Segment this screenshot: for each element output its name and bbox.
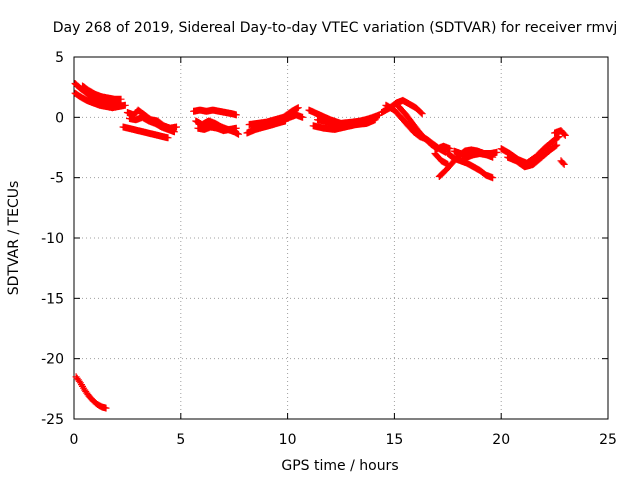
y-tick-label: 0: [55, 110, 64, 126]
data-point-markers: [245, 104, 302, 129]
data-segment: [450, 147, 497, 161]
y-axis-ticks: 5 0 -5 -10 -15 -20 -25: [41, 50, 608, 428]
x-axis-label: GPS time / hours: [281, 458, 398, 474]
x-tick-label: 15: [385, 432, 403, 448]
data-segment: [71, 80, 123, 108]
y-tick-label: -10: [41, 231, 64, 247]
data-point-markers: [444, 150, 497, 182]
data-point-markers: [119, 123, 172, 142]
data-point-markers: [431, 150, 452, 168]
data-point-markers: [450, 147, 497, 161]
data-point-markers: [71, 80, 123, 108]
data-point-markers: [126, 113, 178, 136]
data-point-markers: [71, 89, 129, 112]
data-segment: [395, 103, 454, 153]
x-tick-label: 20: [492, 432, 510, 448]
data-segment: [504, 141, 561, 171]
plot-frame: [73, 56, 609, 420]
data-point-markers: [79, 82, 125, 103]
data-segment: [247, 117, 289, 133]
y-tick-label: -15: [41, 291, 64, 307]
data-point-markers: [194, 123, 240, 135]
x-tick-label: 25: [599, 432, 617, 448]
data-point-markers: [247, 117, 289, 133]
x-tick-label: 0: [70, 432, 79, 448]
y-axis-label: SDTVAR / TECUs: [6, 181, 22, 296]
data-segment: [245, 104, 302, 129]
data-segment: [126, 113, 178, 136]
data-point-markers: [551, 127, 569, 139]
data-point-markers: [557, 157, 568, 168]
y-tick-label: 5: [55, 50, 64, 66]
data-segment: [431, 150, 452, 168]
data-segment: [72, 373, 110, 412]
data-segment: [551, 127, 569, 139]
data-point-markers: [395, 103, 454, 153]
data-point-markers: [190, 106, 240, 119]
data-segment: [71, 89, 129, 112]
data-segment: [557, 157, 568, 168]
data-segment: [79, 82, 125, 103]
y-tick-label: -20: [41, 352, 64, 368]
data-point-markers: [72, 373, 110, 412]
data-segment: [314, 115, 375, 129]
x-tick-label: 10: [279, 432, 297, 448]
y-tick-label: -25: [41, 412, 64, 428]
data-segment: [194, 123, 240, 135]
data-point-markers: [314, 115, 375, 129]
grid: [74, 57, 608, 419]
x-tick-label: 5: [176, 432, 185, 448]
data-segment: [444, 150, 497, 182]
data-segment: [119, 123, 172, 142]
data-point-markers: [504, 141, 561, 171]
data-points: [71, 80, 569, 412]
x-axis-ticks: 0 5 10 15 20 25: [70, 57, 617, 448]
data-segment: [190, 106, 240, 119]
y-tick-label: -5: [50, 171, 64, 187]
chart-title: Day 268 of 2019, Sidereal Day-to-day VTE…: [53, 20, 618, 36]
